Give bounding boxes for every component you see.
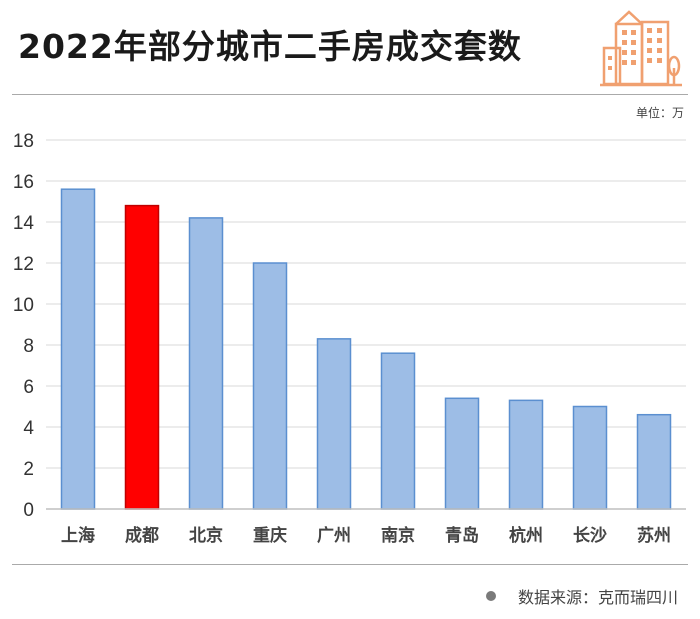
bar-5: [380, 352, 416, 510]
bar-3: [252, 262, 288, 510]
x-tick-label: 重庆: [253, 525, 287, 546]
building-icon: [600, 10, 682, 87]
bar-chart: 0 2 4 6 8 10 12 14 16 18 上海 成都 北京 重庆 广州 南京 青岛 杭州 长沙 苏州: [13, 131, 686, 546]
y-tick-label: 10: [13, 295, 34, 316]
header-divider: [12, 94, 688, 95]
footer-divider: [12, 564, 688, 565]
y-tick-label: 8: [23, 336, 34, 357]
y-tick-label: 18: [13, 131, 34, 152]
x-tick-label: 杭州: [509, 525, 543, 546]
x-tick-label: 青岛: [445, 525, 479, 546]
bar-6: [444, 397, 480, 510]
source-text: 数据来源：克而瑞四川: [517, 588, 678, 607]
bar-8: [572, 405, 608, 510]
x-tick-label: 广州: [317, 525, 351, 546]
chart-title: 2022年部分城市二手房成交套数: [18, 27, 522, 66]
y-tick-label: 2: [23, 459, 34, 480]
x-tick-label: 北京: [189, 525, 223, 546]
bullet-icon: [485, 591, 496, 601]
x-tick-label: 苏州: [637, 525, 671, 546]
y-tick-label: 12: [13, 254, 34, 275]
y-tick-label: 14: [13, 213, 35, 234]
bar-4: [316, 338, 352, 510]
unit-label: 单位：万: [635, 106, 684, 120]
bar-2: [188, 217, 224, 510]
source-note: 数据来源：克而瑞四川: [485, 584, 678, 608]
bar-9: [636, 413, 672, 510]
x-tick-label: 上海: [61, 525, 95, 546]
x-tick-label: 长沙: [573, 525, 607, 546]
y-tick-label: 4: [23, 418, 34, 439]
y-tick-label: 16: [13, 172, 34, 193]
bar-0: [60, 188, 96, 510]
y-tick-label: 6: [23, 377, 34, 398]
bar-7: [508, 399, 544, 510]
x-tick-label: 成都: [125, 525, 159, 546]
x-tick-label: 南京: [381, 525, 415, 546]
y-tick-label: 0: [23, 500, 34, 521]
bar-1: [124, 204, 160, 510]
